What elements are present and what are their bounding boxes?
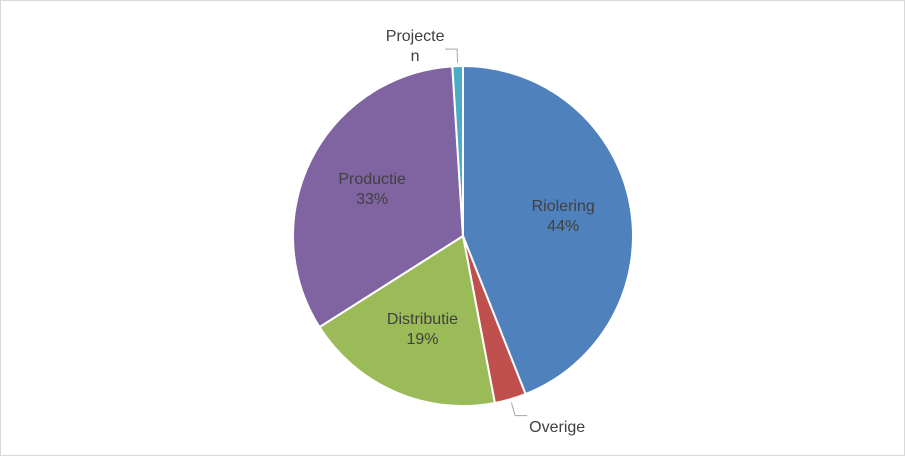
slice-label: Distributie 19% xyxy=(387,310,458,350)
label-text: 33% xyxy=(356,190,389,208)
slice-label: Productie 33% xyxy=(338,170,406,210)
label-text: Distributie xyxy=(386,310,459,328)
slice-label: Projecten xyxy=(385,27,445,67)
label-text: 44% xyxy=(547,217,580,235)
slice-label: Riolering 44% xyxy=(532,197,595,237)
pie-slice xyxy=(292,65,465,329)
pie-slice xyxy=(451,64,464,237)
leader-line xyxy=(510,402,528,417)
slice-label: Overige xyxy=(527,418,587,438)
leader-line xyxy=(445,48,459,63)
pie-slice xyxy=(318,234,497,407)
pie-slice xyxy=(462,64,634,396)
label-text: Riolering xyxy=(531,197,595,215)
label-text: Projecten xyxy=(385,28,445,66)
label-text: Productie xyxy=(338,170,406,188)
label-text: Overige xyxy=(529,418,586,436)
label-text: 19% xyxy=(406,330,439,348)
